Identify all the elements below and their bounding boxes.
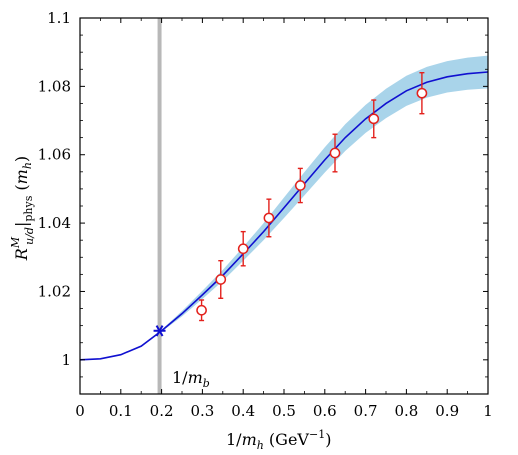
data-point-marker	[237, 243, 249, 255]
data-point	[215, 259, 227, 299]
x-tick-label: 0.7	[354, 402, 378, 420]
x-tick-label: 0.5	[272, 402, 296, 420]
x-tick-label: 0.6	[313, 402, 337, 420]
physical-point-layer	[153, 18, 166, 394]
y-tick-label: 1.06	[38, 146, 71, 164]
data-point-marker	[416, 87, 428, 99]
data-point	[416, 71, 428, 115]
y-tick-label: 1.02	[38, 282, 71, 300]
y-tick-label: 1.08	[38, 77, 71, 95]
data-point	[263, 198, 275, 238]
data-point-marker	[215, 274, 227, 285]
fit-curve	[79, 71, 489, 361]
data-point-marker	[263, 212, 275, 224]
y-tick-label: 1.04	[38, 214, 71, 232]
mb-annotation: 1/mb	[172, 368, 210, 390]
data-point-marker	[368, 113, 380, 125]
y-tick-label: 1.1	[47, 9, 71, 27]
x-axis-label: 1/mh (GeV−1)	[226, 428, 331, 452]
y-axis-label: RMu/d|phys (mh)	[9, 156, 36, 261]
x-tick-label: 1	[483, 402, 493, 420]
x-tick-label: 0.2	[150, 402, 174, 420]
data-point	[368, 99, 380, 139]
fit-curve-layer	[79, 71, 489, 361]
x-tick-label: 0	[75, 402, 85, 420]
axes-layer: 0 0.1 0.2 0.3 0.4 0.5 0.6 0.7 0.8 0.9 1 1 1.02 1.04 1.…	[38, 9, 493, 420]
data-point-marker	[294, 180, 306, 191]
data-point	[294, 167, 306, 204]
x-tick-label: 0.9	[435, 402, 459, 420]
x-tick-label: 0.1	[109, 402, 133, 420]
x-tick-label: 0.4	[231, 402, 255, 420]
x-tick-label: 0.3	[190, 402, 214, 420]
data-point-marker	[329, 147, 341, 159]
x-tick-label: 0.8	[394, 402, 418, 420]
y-tick-label: 1	[61, 351, 71, 369]
data-points-layer	[196, 71, 428, 322]
data-point	[237, 230, 249, 267]
data-point	[196, 299, 207, 322]
data-point	[329, 133, 341, 173]
data-point-marker	[196, 304, 207, 316]
